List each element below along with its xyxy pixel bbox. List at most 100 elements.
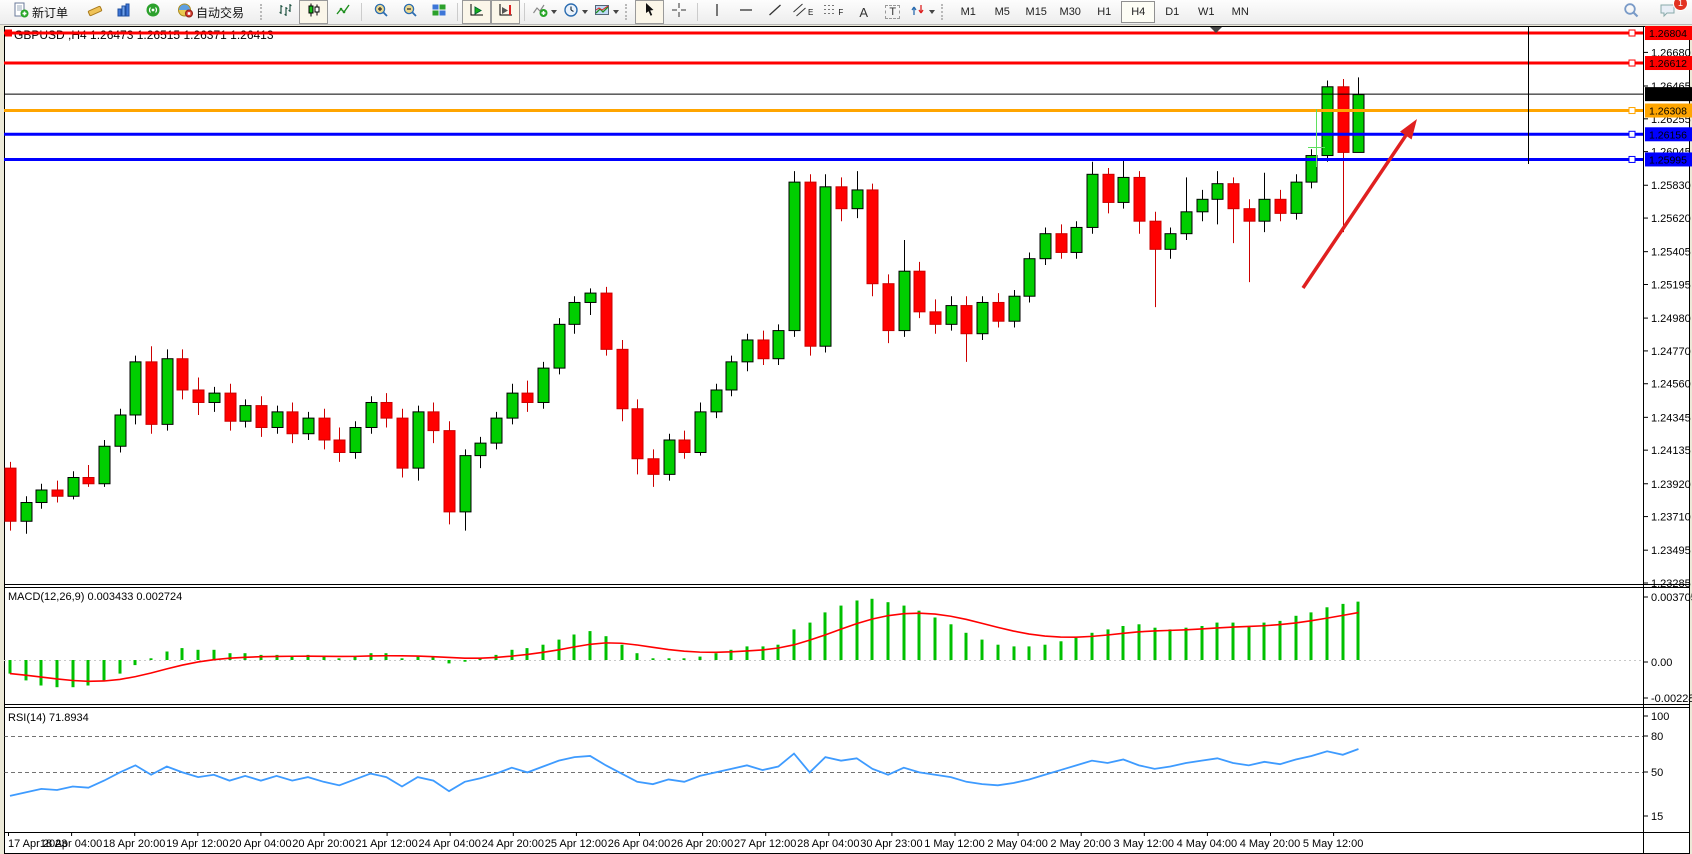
price-badge — [1645, 26, 1692, 41]
bear-candle — [255, 405, 268, 428]
price-badge-label: 1.26413 — [1649, 89, 1687, 101]
macd-bar — [635, 653, 639, 660]
trendline-button[interactable] — [760, 0, 789, 24]
search-button[interactable] — [1616, 0, 1645, 24]
indicators-dropdown-caret[interactable] — [551, 10, 557, 14]
market-icon — [116, 2, 132, 23]
zoom-out-button[interactable] — [395, 0, 424, 24]
bar-chart-icon — [277, 2, 293, 23]
rsi-axis-label: 100 — [1651, 711, 1669, 723]
horizontal-line-objects[interactable]: 1.26804 1.26612 1.26413 1.26308 1.26156 1.259… — [4, 26, 1692, 167]
metaeditor-button[interactable] — [80, 0, 109, 24]
time-axis-label: 4 May 20:00 — [1240, 838, 1301, 850]
crosshair-icon — [671, 2, 687, 23]
time-axis-label: 19 Apr 12:00 — [166, 838, 228, 850]
bull-candle — [506, 392, 519, 419]
periods-button[interactable] — [560, 0, 591, 24]
objects-group: E F A T — [702, 0, 938, 25]
bull-candle — [1305, 155, 1318, 183]
trend-arrow[interactable] — [1301, 119, 1417, 289]
new-order-label: 新订单 — [31, 5, 68, 20]
line-chart-button[interactable] — [328, 0, 357, 24]
timeframe-button-m15[interactable]: M15 — [1025, 6, 1047, 18]
time-axis-label: 2 May 04:00 — [987, 838, 1048, 850]
fibonacci-icon — [822, 2, 838, 23]
indicators-button[interactable] — [529, 0, 560, 24]
market-button[interactable] — [109, 0, 138, 24]
timeframe-button-h1[interactable]: H1 — [1097, 6, 1112, 18]
macd-bar — [1231, 622, 1235, 660]
bull-candle — [365, 401, 378, 428]
vertical-line-button[interactable] — [702, 0, 731, 24]
arrows-dropdown-caret[interactable] — [929, 10, 936, 14]
line-anchor-marker — [1628, 29, 1636, 37]
chat-button[interactable]: 1 — [1653, 0, 1688, 24]
price-badge-label: 1.26804 — [1649, 28, 1687, 40]
equidistant-channel-button[interactable]: E — [789, 0, 819, 24]
bull-candle — [1023, 258, 1036, 297]
bull-candle — [1258, 198, 1271, 222]
timeframe-button-m30[interactable]: M30 — [1059, 6, 1081, 18]
time-axis-label: 24 Apr 20:00 — [482, 838, 544, 850]
time-axis-label: 27 Apr 12:00 — [734, 838, 796, 850]
bar-chart-button[interactable] — [270, 0, 299, 24]
timeframe-button-m1[interactable]: M1 — [960, 6, 976, 18]
templates-dropdown-caret[interactable] — [613, 10, 619, 14]
bull-candle — [553, 323, 566, 369]
timeframe-button-mn[interactable]: MN — [1231, 6, 1249, 18]
templates-button[interactable] — [591, 0, 622, 24]
timeframe-button-h4[interactable]: H4 — [1121, 1, 1156, 23]
bear-candle — [1133, 176, 1146, 222]
chart-objects-layer[interactable]: 1.26804 1.26612 1.26413 1.26308 1.26156 1.259… — [4, 26, 1692, 289]
fibonacci-button[interactable]: F — [819, 0, 849, 24]
chart-shift-button[interactable] — [491, 0, 520, 24]
text-button[interactable]: A — [849, 0, 878, 24]
tile-windows-button[interactable] — [424, 0, 453, 24]
toolbar-separator — [457, 3, 458, 21]
timeframe-button-d1[interactable]: D1 — [1165, 6, 1180, 18]
price-tick-label: 1.23710 — [1651, 512, 1691, 524]
new-order-button[interactable]: 新订单 — [4, 0, 80, 24]
bear-candle — [443, 430, 456, 513]
zoom-in-button[interactable] — [366, 0, 395, 24]
chart-shift-marker[interactable] — [1210, 27, 1222, 33]
time-axis-label: 30 Apr 23:00 — [860, 838, 922, 850]
periods-dropdown-caret[interactable] — [582, 10, 588, 14]
notification-badge: 1 — [1673, 0, 1688, 11]
bull-candle — [474, 442, 487, 457]
bear-candle — [1227, 183, 1240, 210]
macd-signal-line — [9, 611, 1359, 683]
crosshair-button[interactable] — [664, 0, 693, 24]
rsi-axis-label: 50 — [1651, 767, 1663, 779]
chart-type-group — [270, 0, 357, 25]
macd-bar — [839, 605, 843, 660]
bear-candle — [1149, 220, 1162, 250]
cursor-button[interactable] — [635, 0, 664, 24]
auto-scroll-button[interactable] — [462, 0, 491, 24]
text-label-button[interactable]: T — [878, 0, 907, 24]
time-axis-label: 26 Apr 20:00 — [671, 838, 733, 850]
price-badge — [1645, 56, 1692, 71]
macd-bar — [1137, 624, 1141, 660]
timeframe-button-w1[interactable]: W1 — [1197, 6, 1215, 18]
timeframe-button-m5[interactable]: M5 — [994, 6, 1010, 18]
signals-button[interactable] — [138, 0, 167, 24]
bull-candle — [161, 358, 174, 425]
macd-axis-label: 0.00 — [1651, 657, 1672, 669]
macd-bar — [823, 612, 827, 660]
bear-candle — [1055, 233, 1068, 253]
macd-bar — [604, 636, 608, 660]
bull-candle — [114, 414, 127, 447]
autotrading-button[interactable]: 自动交易 — [167, 0, 257, 24]
text-icon: A — [859, 4, 869, 20]
price-tick-label: 1.25620 — [1651, 213, 1691, 225]
search-icon — [1622, 1, 1640, 24]
macd-bar — [416, 656, 420, 660]
horizontal-line-button[interactable] — [731, 0, 760, 24]
macd-bar — [71, 660, 75, 688]
macd-bar — [1121, 625, 1125, 660]
arrow-tools-button[interactable] — [907, 0, 938, 24]
macd-bar — [1341, 603, 1345, 660]
candlestick-chart-button[interactable] — [299, 0, 328, 24]
